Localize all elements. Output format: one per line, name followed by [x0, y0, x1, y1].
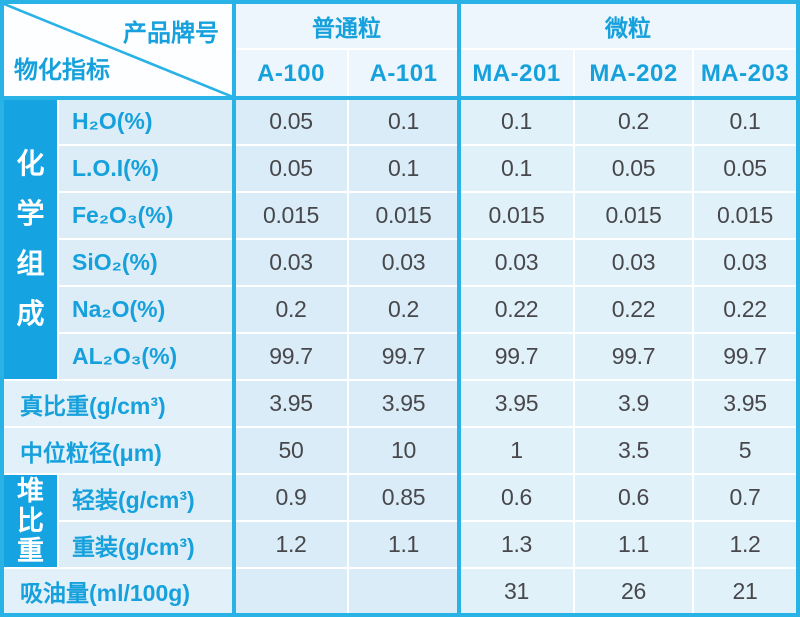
table-cell: 0.05: [694, 146, 796, 191]
table-cell: 0.1: [349, 146, 458, 191]
table-cell: 0.1: [460, 99, 573, 144]
table-cell: 0.9: [235, 475, 347, 520]
column-header-ma201: MA-201: [460, 50, 573, 97]
row-label-h2o: H₂O(%): [59, 99, 233, 144]
table-cell: 3.95: [235, 381, 347, 426]
table-cell: 31: [460, 569, 573, 613]
table-cell: 0.7: [694, 475, 796, 520]
table-cell: 0.2: [575, 99, 692, 144]
table-cell: 0.22: [460, 287, 573, 332]
row-label-fe2o3: Fe₂O₃(%): [59, 193, 233, 238]
table-cell: 0.22: [575, 287, 692, 332]
table-cell: 99.7: [235, 334, 347, 379]
table-cell: 1.3: [460, 522, 573, 567]
table-cell: 0.2: [349, 287, 458, 332]
table-cell: 0.6: [575, 475, 692, 520]
column-group-ordinary: 普通粒: [235, 4, 458, 48]
table-cell: 3.5: [575, 428, 692, 473]
column-header-ma203: MA-203: [694, 50, 796, 97]
table-cell: 0.1: [349, 99, 458, 144]
table-cell: [349, 569, 458, 613]
vertical-divider-labels-data: [232, 4, 236, 613]
column-header-a101: A-101: [349, 50, 458, 97]
table-cell: 99.7: [349, 334, 458, 379]
column-header-a100: A-100: [235, 50, 347, 97]
corner-label-product-brand: 产品牌号: [123, 20, 219, 47]
row-label-true-specific-gravity: 真比重(g/cm³): [4, 381, 233, 426]
row-label-heavy-packing: 重装(g/cm³): [59, 522, 233, 567]
table-cell: [235, 569, 347, 613]
table-cell: 0.015: [349, 193, 458, 238]
table-cell: 0.6: [460, 475, 573, 520]
table-cell: 3.95: [349, 381, 458, 426]
table-cell: 1: [460, 428, 573, 473]
vertical-divider-column-groups: [457, 4, 461, 613]
table-cell: 1.1: [575, 522, 692, 567]
table-cell: 0.1: [694, 99, 796, 144]
corner-label-physchem-index: 物化指标: [14, 57, 110, 84]
table-grid: 产品牌号 物化指标 普通粒 微粒 A-100 A-101 MA-201 MA-2…: [4, 4, 796, 613]
table-cell: 99.7: [460, 334, 573, 379]
table-cell: 99.7: [694, 334, 796, 379]
table-cell: 0.03: [349, 240, 458, 285]
row-label-al2o3: AL₂O₃(%): [59, 334, 233, 379]
table-cell: 0.05: [235, 99, 347, 144]
table-cell: 0.22: [694, 287, 796, 332]
table-cell: 5: [694, 428, 796, 473]
row-group-bulk-density: 堆比重: [4, 475, 57, 567]
table-cell: 0.05: [235, 146, 347, 191]
table-cell: 0.2: [235, 287, 347, 332]
table-cell: 0.015: [694, 193, 796, 238]
table-cell: 0.03: [694, 240, 796, 285]
table-cell: 0.03: [235, 240, 347, 285]
table-cell: 0.05: [575, 146, 692, 191]
row-label-na2o: Na₂O(%): [59, 287, 233, 332]
row-label-light-packing: 轻装(g/cm³): [59, 475, 233, 520]
row-label-median-particle-size: 中位粒径(μm): [4, 428, 233, 473]
row-label-loi: L.O.I(%): [59, 146, 233, 191]
table-cell: 1.1: [349, 522, 458, 567]
horizontal-divider-header-body: [4, 96, 796, 100]
row-label-oil-absorption: 吸油量(ml/100g): [4, 569, 233, 613]
table-cell: 3.9: [575, 381, 692, 426]
row-label-sio2: SiO₂(%): [59, 240, 233, 285]
row-group-chemical-composition: 化学组成: [4, 99, 57, 379]
table-cell: 26: [575, 569, 692, 613]
table-cell: 1.2: [694, 522, 796, 567]
table-cell: 50: [235, 428, 347, 473]
table-cell: 0.03: [575, 240, 692, 285]
column-group-micro: 微粒: [460, 4, 796, 48]
diagonal-divider-line: [4, 4, 233, 97]
table-cell: 99.7: [575, 334, 692, 379]
table-cell: 0.015: [575, 193, 692, 238]
table-cell: 3.95: [694, 381, 796, 426]
table-cell: 0.85: [349, 475, 458, 520]
table-cell: 0.015: [460, 193, 573, 238]
table-cell: 10: [349, 428, 458, 473]
table-cell: 1.2: [235, 522, 347, 567]
table-cell: 0.015: [235, 193, 347, 238]
column-header-ma202: MA-202: [575, 50, 692, 97]
corner-header-cell: 产品牌号 物化指标: [4, 4, 233, 97]
table-cell: 21: [694, 569, 796, 613]
table-cell: 0.1: [460, 146, 573, 191]
table-cell: 0.03: [460, 240, 573, 285]
table-cell: 3.95: [460, 381, 573, 426]
